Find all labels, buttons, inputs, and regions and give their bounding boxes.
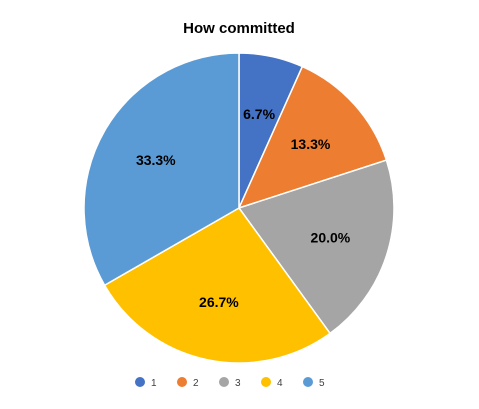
legend-marker-5 <box>303 377 313 387</box>
pie-data-labels: 6.7% 13.3% 20.0% 26.7% 33.3% <box>136 106 351 310</box>
chart-title: How committed <box>183 20 295 37</box>
pie-slices <box>83 52 395 364</box>
data-label-4: 26.7% <box>199 294 239 310</box>
data-label-1: 6.7% <box>243 106 275 122</box>
data-label-3: 20.0% <box>311 230 351 246</box>
data-label-5: 33.3% <box>136 152 176 168</box>
chart-legend: 1 2 3 4 5 <box>135 377 325 389</box>
legend-label-2: 2 <box>193 378 199 389</box>
pie-slice-5 <box>83 52 240 287</box>
legend-marker-1 <box>135 377 145 387</box>
legend-marker-3 <box>219 377 229 387</box>
legend-marker-4 <box>261 377 271 387</box>
pie-slice-2 <box>237 65 388 210</box>
pie-slice-3 <box>237 159 395 335</box>
legend-label-4: 4 <box>277 378 283 389</box>
legend-label-1: 1 <box>151 378 157 389</box>
legend-marker-2 <box>177 377 187 387</box>
legend-label-5: 5 <box>319 378 325 389</box>
data-label-2: 13.3% <box>291 136 331 152</box>
legend-label-3: 3 <box>235 378 241 389</box>
pie-slice-4 <box>103 207 332 364</box>
